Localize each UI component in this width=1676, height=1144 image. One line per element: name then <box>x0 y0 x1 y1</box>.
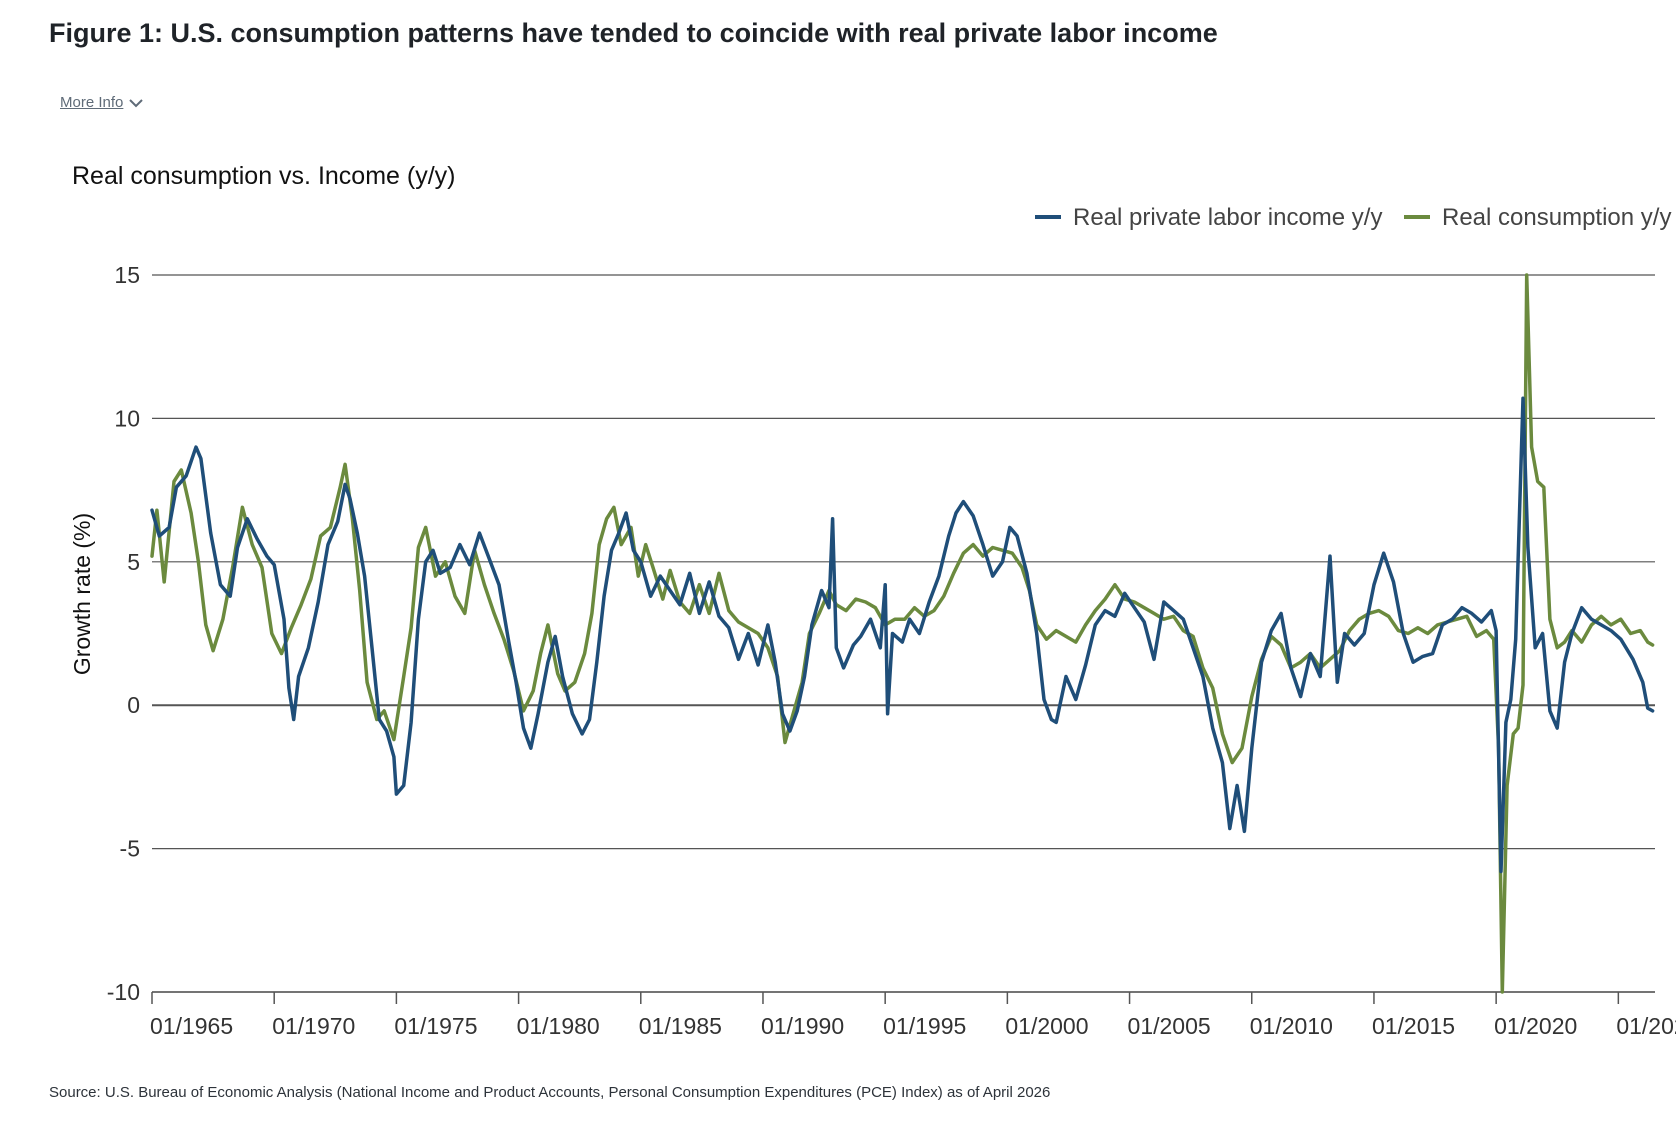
y-tick-label: 15 <box>114 262 140 288</box>
y-tick-label: 0 <box>127 692 140 718</box>
x-tick-label: 01/2005 <box>1128 1013 1211 1039</box>
y-axis-label: Growth rate (%) <box>69 513 95 675</box>
x-tick-label: 01/1995 <box>883 1013 966 1039</box>
line-chart: Real consumption vs. Income (y/y) Growth… <box>69 162 1676 1039</box>
y-axis-ticks: -10 -5 0 5 10 15 <box>107 262 140 1005</box>
y-tick-label: 10 <box>114 405 140 431</box>
x-tick-label: 01/2000 <box>1005 1013 1088 1039</box>
legend-label: Real private labor income y/y <box>1073 204 1382 231</box>
x-tick-label: 01/1970 <box>272 1013 355 1039</box>
x-axis: 01/1965 01/1970 01/1975 01/1980 01/1985 01/19… <box>150 991 1676 1039</box>
x-tick-label: 01/2010 <box>1250 1013 1333 1039</box>
series-lines <box>150 273 1655 994</box>
legend-label: Real consumption y/y <box>1442 204 1671 231</box>
chevron-down-icon <box>129 98 144 108</box>
y-tick-label: -5 <box>120 836 140 862</box>
series-line-0 <box>150 396 1655 874</box>
source-note: Source: U.S. Bureau of Economic Analysis… <box>49 1084 1051 1101</box>
x-tick-label: 01/1980 <box>517 1013 600 1039</box>
x-tick-label: 01/1965 <box>150 1013 233 1039</box>
y-tick-label: -10 <box>107 979 140 1005</box>
x-tick-label: 01/2015 <box>1372 1013 1455 1039</box>
y-tick-label: 5 <box>127 549 140 575</box>
x-tick-label: 01/1985 <box>639 1013 722 1039</box>
figure-title: Figure 1: U.S. consumption patterns have… <box>49 18 1218 48</box>
x-tick-label: 01/1975 <box>394 1013 477 1039</box>
legend: Real private labor income y/y Real consum… <box>1035 204 1671 231</box>
series-line-1 <box>150 273 1655 994</box>
x-tick-label: 01/2025 <box>1616 1013 1676 1039</box>
x-tick-label: 01/1990 <box>761 1013 844 1039</box>
x-tick-label: 01/2020 <box>1494 1013 1577 1039</box>
chart-title: Real consumption vs. Income (y/y) <box>72 162 455 190</box>
more-info-label: More Info <box>60 94 124 111</box>
more-info-toggle[interactable]: More Info <box>60 94 144 111</box>
